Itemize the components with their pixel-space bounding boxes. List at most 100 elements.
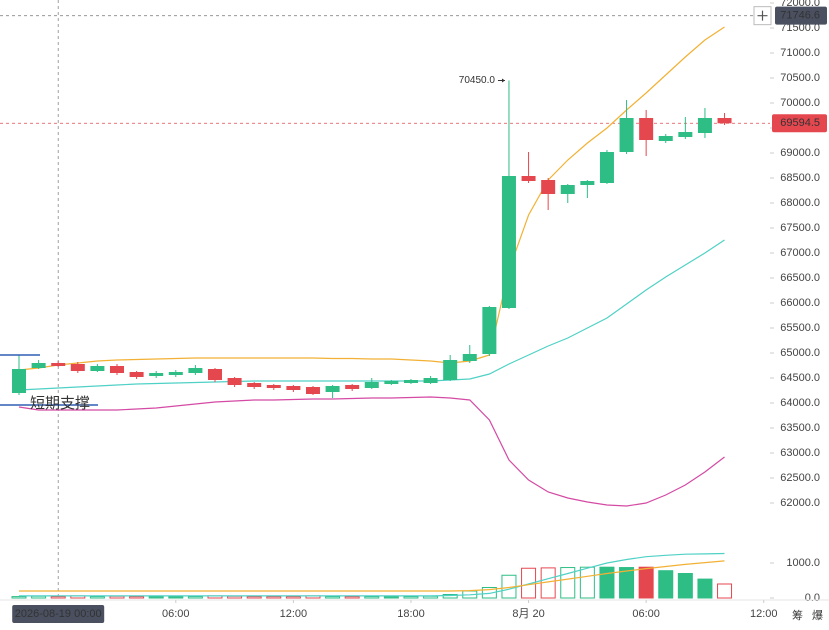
y-tick-label: 67500.0 xyxy=(780,222,820,234)
y-tick-label: 64000.0 xyxy=(780,397,820,409)
candle-body xyxy=(423,378,438,383)
y-tick-label: 62500.0 xyxy=(780,472,820,484)
y-tick-label: 62000.0 xyxy=(780,497,820,509)
candle-body xyxy=(168,372,183,375)
x-tick-label: 06:00 xyxy=(632,608,660,620)
candle-body xyxy=(188,368,203,373)
y-tick-label: 68000.0 xyxy=(780,197,820,209)
volume-bar xyxy=(187,596,203,599)
candle-body xyxy=(658,136,673,141)
candle-body xyxy=(462,354,477,361)
indicator-line xyxy=(18,396,725,507)
y-tick-label: 67000.0 xyxy=(780,247,820,259)
y-tick-label: 70000.0 xyxy=(780,97,820,109)
volume-bar xyxy=(638,566,654,599)
candle-body xyxy=(443,360,458,380)
y-tick-label: 72000.0 xyxy=(780,0,820,9)
y-tick-label: 71500.0 xyxy=(780,22,820,34)
x-tick-label: 12:00 xyxy=(750,608,778,620)
candle-body xyxy=(51,363,66,366)
candle-body xyxy=(521,176,536,181)
volume-bar xyxy=(560,567,576,599)
candle-body xyxy=(541,180,556,194)
volume-bar xyxy=(89,596,105,599)
x-tick-label: 12:00 xyxy=(280,608,308,620)
candle-body xyxy=(31,363,46,368)
volume-bar xyxy=(481,586,497,599)
volume-bar xyxy=(168,596,184,599)
candle-body xyxy=(403,380,418,383)
y-tick-label: 71000.0 xyxy=(780,47,820,59)
volume-bar xyxy=(325,596,341,599)
volume-bar xyxy=(246,596,262,599)
y-tick-label: 63500.0 xyxy=(780,422,820,434)
max-label: 70450.0 xyxy=(459,75,496,86)
volume-bar xyxy=(31,595,47,599)
volume-bar xyxy=(227,595,243,599)
candle-body xyxy=(227,378,242,385)
candle-body xyxy=(110,366,125,373)
crosshair-price-tag xyxy=(775,6,827,25)
y-tick-label: 69000.0 xyxy=(780,147,820,159)
volume-bar xyxy=(148,596,164,599)
volume-bar xyxy=(658,570,674,599)
candle-body xyxy=(207,369,222,380)
y-tick-label: 66500.0 xyxy=(780,272,820,284)
toolbar-button[interactable]: 爆 xyxy=(812,608,823,622)
candle-body xyxy=(266,385,281,388)
plus-icon xyxy=(757,10,768,21)
candle-body xyxy=(580,181,595,185)
volume-ma-line xyxy=(19,560,725,592)
candle-body xyxy=(501,176,516,308)
volume-tick-label: 1000.0 xyxy=(786,557,820,569)
volume-bar xyxy=(285,596,301,599)
candle-body xyxy=(286,386,301,390)
last-price-tag xyxy=(772,114,827,133)
volume-bar xyxy=(129,596,145,599)
y-tick-label: 66000.0 xyxy=(780,297,820,309)
x-tick-label: 18:00 xyxy=(397,608,425,620)
max-arrow-head xyxy=(501,78,505,83)
candle-body xyxy=(697,118,712,133)
candle-body xyxy=(364,382,379,388)
candle-body xyxy=(619,118,634,152)
y-tick-label: 64500.0 xyxy=(780,372,820,384)
volume-bar xyxy=(344,596,360,599)
x-tick-label: 8月 20 xyxy=(512,608,544,620)
candle-body xyxy=(482,307,497,354)
candle-body xyxy=(12,369,27,393)
crosshair-time-tag xyxy=(12,605,105,623)
x-tick-label: 06:00 xyxy=(162,608,190,620)
volume-bar xyxy=(383,596,399,599)
candle-body xyxy=(599,152,614,183)
y-tick-label: 65000.0 xyxy=(780,347,820,359)
candle-body xyxy=(70,364,85,371)
volume-bar xyxy=(717,583,733,599)
volume-bar xyxy=(109,595,125,599)
volume-bar xyxy=(442,593,458,599)
volume-bar xyxy=(423,595,439,599)
candle-body xyxy=(639,118,654,140)
volume-bar xyxy=(579,566,595,599)
volume-bar xyxy=(266,596,282,599)
y-tick-label: 68500.0 xyxy=(780,172,820,184)
y-tick-label: 70500.0 xyxy=(780,72,820,84)
candle-body xyxy=(384,381,399,384)
volume-bar xyxy=(11,596,27,599)
drawing-label: 短期支撑 xyxy=(30,395,90,412)
candle-body xyxy=(305,387,320,394)
plot-area xyxy=(0,0,770,600)
candle-body xyxy=(247,383,262,387)
candle-body xyxy=(325,386,340,392)
candle-body xyxy=(345,385,360,389)
volume-ma-line xyxy=(19,552,725,597)
volume-bar xyxy=(619,567,635,599)
crosshair-time-label: 2026-08-19 00:00 xyxy=(15,608,102,620)
toolbar-button[interactable]: 筹 xyxy=(792,608,803,622)
candle-body xyxy=(129,372,144,377)
y-tick-label: 65500.0 xyxy=(780,322,820,334)
volume-tick-label: 0.0 xyxy=(805,592,820,604)
volume-bar xyxy=(364,596,380,599)
candle-body xyxy=(560,185,575,194)
volume-bar xyxy=(50,596,66,599)
